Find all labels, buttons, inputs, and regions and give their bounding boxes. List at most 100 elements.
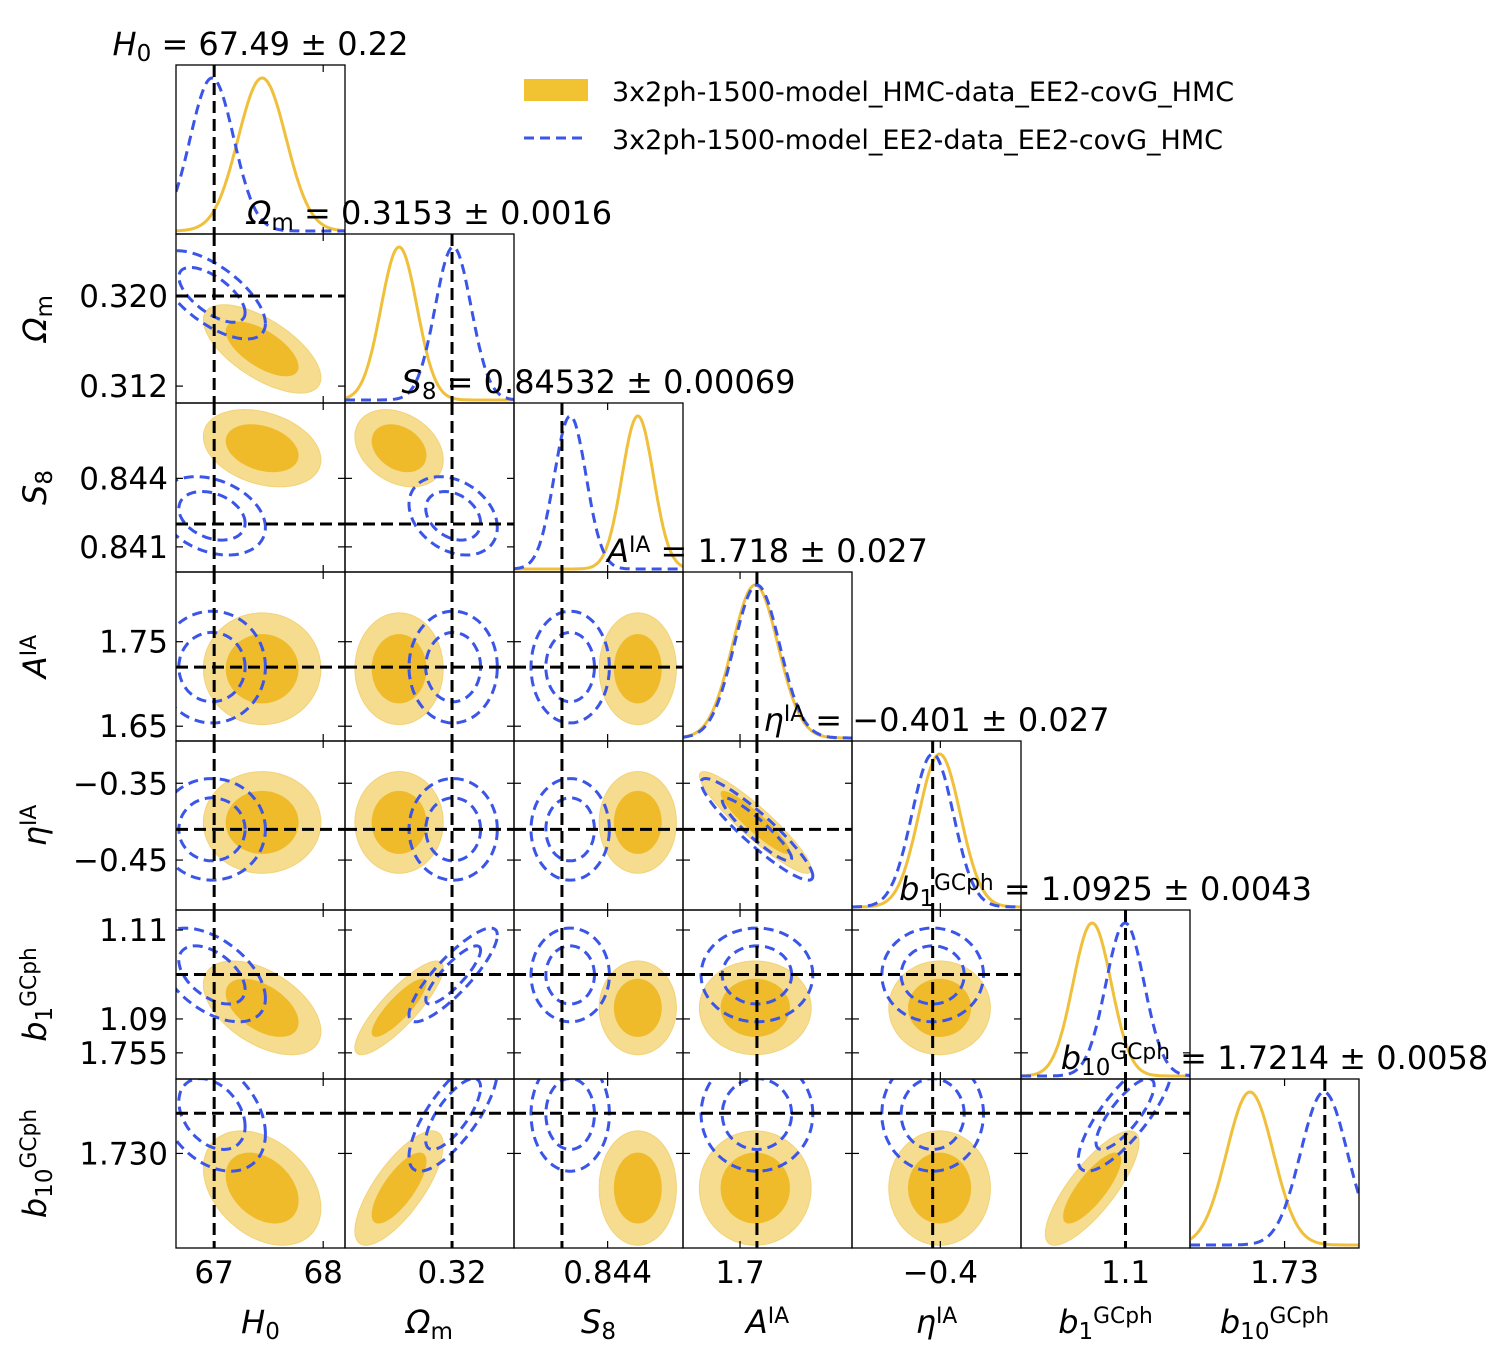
contour-blue-1sigma [544,1079,597,1151]
contour-gold-1sigma [1063,1152,1122,1224]
density-curve-gold [1021,921,1190,1078]
y-axis-label-Om-sub: m [32,295,58,317]
x-tick-label-S8: 0.844 [563,1255,652,1291]
panel-content [514,1079,683,1248]
contour-gold-1sigma [720,790,790,854]
panel-content [514,572,683,741]
y-axis-label-b10: b10GCph [16,1109,58,1218]
y-axis-label-eta-symbol: η [16,826,54,846]
y-axis-label-eta-sup: IA [17,805,42,826]
y-tick-label-Om: 0.312 [79,369,168,405]
panel-content [683,572,852,741]
contour-blue-2sigma [529,1079,611,1173]
panel-content [176,741,345,910]
contour-blue-2sigma [529,609,611,725]
panel-content [345,234,514,403]
panel-eta-S8 [513,740,684,911]
title-S8-value: = 0.84532 ± 0.00069 [437,363,796,401]
contour-gold-1sigma [225,1152,299,1224]
y-axis-label-Om-symbol: Ω [16,317,54,344]
panel-content [345,1079,514,1248]
title-H0-value: = 67.49 ± 0.22 [151,25,408,63]
x-tick-label-Om: 0.32 [418,1255,487,1291]
panel-content [345,572,514,741]
y-axis-label-b1-sub: 1 [32,1007,58,1022]
density-curve-blue [683,583,852,740]
panel-b1-S8 [513,909,684,1080]
panel-content [176,572,345,741]
contour-blue-1sigma [544,944,597,1006]
density-curve-blue [514,414,683,571]
title-b1-symbol: b [899,870,919,908]
panel-eta-Om [344,740,515,911]
contour-blue-2sigma [176,926,267,1024]
axis-labels-layer: 67 68H00.32Ωm0.844S81.7AIA−0.4ηIA1.1b1GCp… [16,279,1329,1345]
y-axis-label-S8-sub: 8 [32,470,58,485]
contour-gold-1sigma [613,978,662,1037]
title-Om-value: = 0.3153 ± 0.0016 [294,194,612,232]
contour-blue-1sigma [177,265,247,324]
contour-blue-1sigma [424,1079,483,1152]
density-curve-blue [852,752,1021,909]
title-AIA: AIA = 1.718 ± 0.027 [605,532,928,570]
x-axis-label-eta-sup: IA [936,1304,957,1329]
x-axis-label-Om: Ωm [404,1303,453,1345]
panel-content [1021,910,1190,1079]
title-AIA-symbol: A [605,532,629,570]
panel-AIA-H0 [175,571,346,742]
panel-AIA-S8 [513,571,684,742]
contour-blue-2sigma [176,777,267,882]
contour-gold-1sigma [371,978,427,1037]
title-H0-symbol: H [113,25,137,63]
x-axis-label-Om-sub: m [431,1319,453,1345]
x-tick-label-b10: 1.73 [1250,1255,1319,1291]
title-H0: H0 = 67.49 ± 0.22 [113,25,409,67]
title-S8-symbol: S [402,363,422,401]
x-axis-label-eta-symbol: η [916,1303,936,1341]
panel-eta-eta [851,740,1022,911]
title-b1-sub: 1 [919,886,934,912]
title-eta-symbol: η [764,701,784,739]
panel-b1-H0 [175,909,346,1080]
title-Om: Ωm = 0.3153 ± 0.0016 [245,194,612,236]
panel-S8-H0 [175,402,346,573]
x-tick-label-H0: 68 [303,1255,342,1291]
title-b10-symbol: b [1061,1039,1081,1077]
panel-content [852,1079,1021,1248]
panel-content [1190,1079,1359,1248]
titles-layer: H0 = 67.49 ± 0.22 Ωm = 0.3153 ± 0.0016 S8 … [113,25,1489,1081]
contour-gold-1sigma [371,634,427,704]
x-axis-label-b1-symbol: b [1058,1303,1078,1341]
panel-content [514,910,683,1079]
x-axis-label-H0: H0 [241,1303,280,1345]
title-b10-sup: GCph [1110,1040,1170,1065]
y-axis-label-AIA-symbol: A [16,656,54,680]
contour-gold-1sigma [720,978,790,1037]
x-axis-label-S8-symbol: S [581,1303,601,1341]
y-axis-label-b10-sub: 10 [32,1169,58,1198]
panel-content [514,403,683,572]
x-axis-label-b10-sub: 10 [1240,1319,1269,1345]
contour-blue-1sigma [177,1079,247,1152]
panel-content [345,741,514,910]
y-axis-label-S8: S8 [16,470,58,505]
y-tick-label-AIA: 1.75 [99,625,168,661]
contour-gold-1sigma [613,634,662,704]
contour-gold-1sigma [225,321,299,377]
contour-blue-1sigma [424,489,483,542]
panel-b10-eta [851,1052,1022,1249]
title-eta-value: = −0.401 ± 0.027 [805,701,1109,739]
title-eta-sup: IA [784,702,805,727]
x-axis-label-AIA: AIA [744,1303,789,1341]
y-tick-label-b1: 1.09 [99,1002,168,1038]
panel-content [176,403,345,572]
panel-content [852,910,1021,1079]
panel-b10-H0 [175,1052,346,1249]
y-axis-label-Om: Ωm [16,295,58,344]
y-axis-label-b10-symbol: b [16,1198,54,1218]
contour-blue-1sigma [177,489,247,542]
contour-blue-1sigma [720,1079,794,1151]
contour-blue-1sigma [720,796,794,863]
title-b1-sup: GCph [934,871,994,896]
contour-blue-1sigma [177,630,247,704]
